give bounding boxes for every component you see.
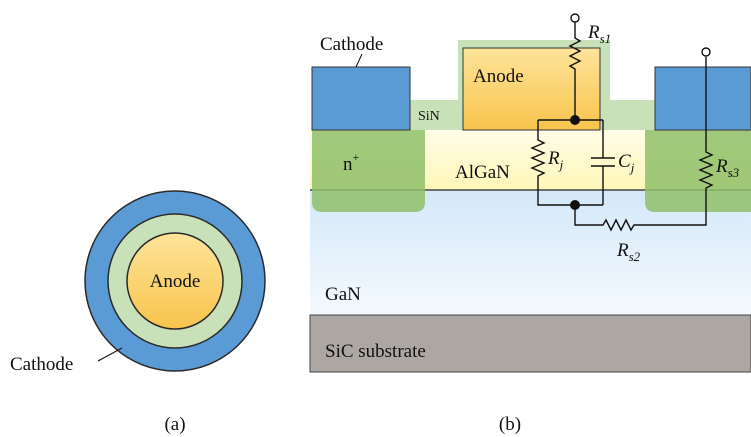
subscript: s3 bbox=[728, 165, 740, 180]
subscript: s1 bbox=[600, 31, 612, 46]
subscript: s2 bbox=[629, 249, 641, 264]
superscript: + bbox=[353, 150, 360, 164]
cathode-label: Cathode bbox=[320, 34, 383, 55]
panel-a: Anode Cathode (a) bbox=[10, 191, 265, 435]
rs1-label: Rs1 bbox=[587, 22, 611, 46]
sin-label: SiN bbox=[418, 109, 440, 124]
symbol: R bbox=[715, 156, 728, 177]
symbol: R bbox=[587, 22, 600, 43]
symbol: R bbox=[616, 240, 629, 261]
cathode-right bbox=[655, 67, 751, 130]
algan-label: AlGaN bbox=[455, 162, 510, 183]
gan-label: GaN bbox=[325, 284, 361, 305]
cathode-left bbox=[312, 67, 410, 130]
symbol: C bbox=[618, 151, 631, 172]
anode-label: Anode bbox=[150, 271, 201, 292]
anode-label: Anode bbox=[473, 66, 524, 87]
leader bbox=[356, 54, 362, 67]
diagram: Anode Cathode (a) Cathode Anode SiN n+ A… bbox=[0, 0, 751, 437]
n-plus-left bbox=[312, 130, 425, 212]
panel-b: Cathode Anode SiN n+ AlGaN GaN SiC subst… bbox=[310, 14, 751, 435]
cathode-label: Cathode bbox=[10, 354, 73, 375]
caption: (b) bbox=[499, 414, 521, 435]
symbol: R bbox=[547, 148, 560, 169]
n-label: n bbox=[343, 154, 353, 175]
caption: (a) bbox=[164, 414, 185, 435]
substrate-label: SiC substrate bbox=[325, 341, 426, 362]
leader bbox=[98, 348, 122, 361]
